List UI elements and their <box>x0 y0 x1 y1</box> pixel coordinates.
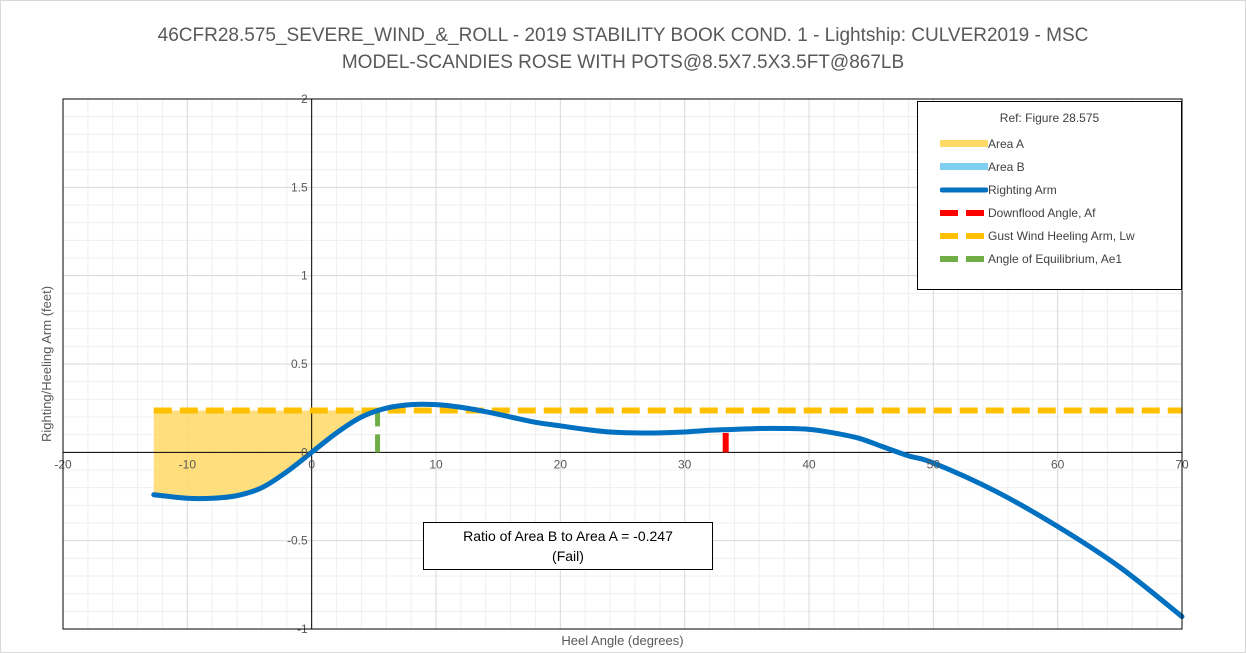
legend-item-area-b: Area B <box>918 155 1181 178</box>
legend-swatch-gust-wind <box>940 232 988 239</box>
legend-label-area-b: Area B <box>988 159 1025 174</box>
legend-label-gust-wind: Gust Wind Heeling Arm, Lw <box>988 228 1135 243</box>
legend-item-area-a: Area A <box>918 132 1181 155</box>
x-tick-label: 20 <box>554 457 568 471</box>
x-tick-label: -10 <box>179 457 197 471</box>
y-tick-label: -0.5 <box>287 534 308 548</box>
legend-item-righting-arm: Righting Arm <box>918 178 1181 201</box>
legend: Ref: Figure 28.575 Area A Area B Rightin… <box>917 101 1182 290</box>
legend-swatch-downflood-angle <box>940 209 988 216</box>
x-tick-label: 0 <box>308 457 315 471</box>
area-a-fill <box>153 410 378 499</box>
x-tick-label: 40 <box>802 457 816 471</box>
legend-label-equilibrium-angle: Angle of Equilibrium, Ae1 <box>988 251 1123 266</box>
y-tick-label: 1.5 <box>291 180 308 194</box>
y-tick-label: 0.5 <box>291 357 308 371</box>
legend-item-equilibrium-angle: Angle of Equilibrium, Ae1 <box>918 247 1181 270</box>
legend-swatch-area-a <box>940 139 988 147</box>
y-tick-label: 1 <box>301 269 308 283</box>
chart-title-line-1: 46CFR28.575_SEVERE_WIND_&_ROLL - 2019 ST… <box>157 25 1089 46</box>
x-axis-label: Heel Angle (degrees) <box>561 633 683 648</box>
legend-swatch-area-b <box>940 162 988 170</box>
annotation-line-2: (Fail) <box>552 548 584 564</box>
legend-swatch-equilibrium-angle <box>940 255 988 262</box>
x-tick-label: 10 <box>429 457 443 471</box>
x-tick-label: 30 <box>678 457 692 471</box>
legend-item-downflood-angle: Downflood Angle, Af <box>918 201 1181 224</box>
x-tick-label: 60 <box>1051 457 1065 471</box>
righting-arm-line <box>151 401 1185 620</box>
chart-title-line-2: MODEL-SCANDIES ROSE WITH POTS@8.5X7.5X3.… <box>341 52 905 73</box>
legend-label-righting-arm: Righting Arm <box>988 182 1057 197</box>
annotation-line-1: Ratio of Area B to Area A = -0.247 <box>463 528 673 544</box>
legend-swatch-righting-arm <box>940 187 988 192</box>
area-ratio-annotation: Ratio of Area B to Area A = -0.247 (Fail… <box>423 522 713 570</box>
chart-title: 46CFR28.575_SEVERE_WIND_&_ROLL - 2019 ST… <box>100 22 1146 76</box>
legend-item-gust-wind: Gust Wind Heeling Arm, Lw <box>918 224 1181 247</box>
legend-label-downflood-angle: Downflood Angle, Af <box>988 205 1096 220</box>
x-tick-label: 50 <box>927 457 941 471</box>
y-axis-label: Righting/Heeling Arm (feet) <box>39 286 54 442</box>
legend-label-area-a: Area A <box>988 136 1025 151</box>
plot-border <box>62 98 1183 630</box>
y-tick-label: 0 <box>301 445 308 459</box>
legend-title: Ref: Figure 28.575 <box>999 111 1100 125</box>
